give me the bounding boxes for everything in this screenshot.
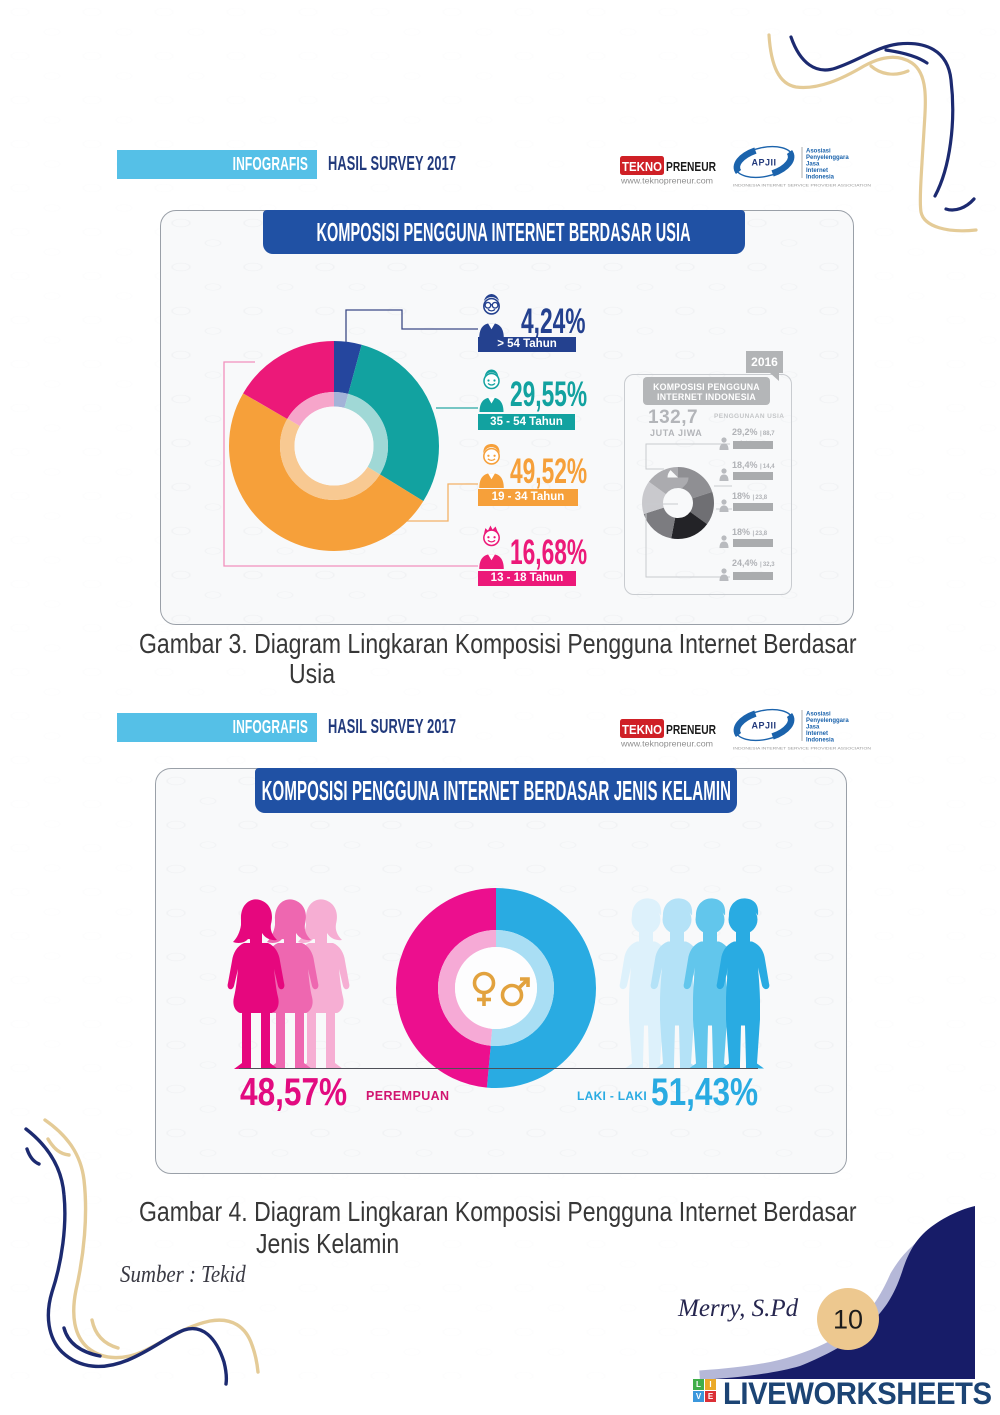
svg-text:INDONESIA INTERNET SERVICE PRO: INDONESIA INTERNET SERVICE PROVIDER ASSO… bbox=[733, 746, 871, 751]
svg-text:Penyelenggara: Penyelenggara bbox=[806, 155, 849, 161]
svg-text:10: 10 bbox=[833, 1305, 863, 1335]
svg-text:APJII: APJII bbox=[751, 721, 776, 731]
svg-text:Jasa: Jasa bbox=[806, 725, 820, 731]
svg-text:Penyelenggara: Penyelenggara bbox=[806, 718, 849, 724]
svg-text:APJII: APJII bbox=[751, 158, 776, 168]
svg-text:Jasa: Jasa bbox=[806, 162, 820, 168]
svg-text:Internet: Internet bbox=[806, 168, 828, 174]
svg-text:INDONESIA INTERNET SERVICE PRO: INDONESIA INTERNET SERVICE PROVIDER ASSO… bbox=[733, 183, 871, 188]
svg-text:TEKNO: TEKNO bbox=[622, 159, 662, 174]
svg-text:Indonesia: Indonesia bbox=[806, 738, 835, 744]
svg-text:www.teknopreneur.com: www.teknopreneur.com bbox=[620, 176, 713, 186]
svg-text:Asosiasi: Asosiasi bbox=[806, 712, 831, 718]
svg-text:TEKNO: TEKNO bbox=[622, 722, 662, 737]
svg-text:www.teknopreneur.com: www.teknopreneur.com bbox=[620, 739, 713, 749]
svg-text:Asosiasi: Asosiasi bbox=[806, 149, 831, 155]
svg-text:Indonesia: Indonesia bbox=[806, 175, 835, 181]
svg-text:Internet: Internet bbox=[806, 731, 828, 737]
svg-text:PRENEUR: PRENEUR bbox=[666, 159, 716, 174]
svg-text:PRENEUR: PRENEUR bbox=[666, 722, 716, 737]
